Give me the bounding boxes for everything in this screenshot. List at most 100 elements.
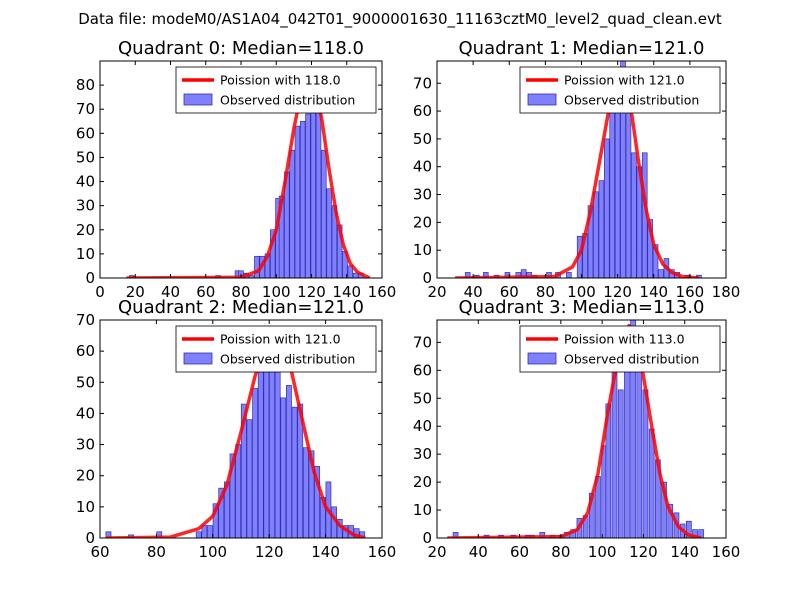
panel-quadrant-0: 0 20 40 60 80 100 120 140 160 0 10 20 30 40 50 60 70 80 Qu…	[76, 38, 396, 301]
y-tick-label: 70	[76, 311, 95, 329]
y-tick-label: 0	[85, 529, 95, 547]
panel-title: Quadrant 1: Median=121.0	[459, 38, 705, 59]
x-tick-label: 160	[712, 543, 741, 561]
x-tick-label: 140	[311, 543, 340, 561]
x-tick-label: 120	[629, 543, 658, 561]
y-tick-label: 20	[76, 467, 95, 485]
x-tick-label: 60	[500, 283, 519, 301]
histogram-bar	[630, 320, 636, 538]
x-tick-label: 160	[676, 283, 705, 301]
legend: Poission with 118.0 Observed distribution	[175, 66, 377, 114]
x-tick-label: 40	[161, 283, 180, 301]
y-tick-label: 70	[413, 333, 432, 351]
x-tick-label: 140	[639, 283, 668, 301]
x-tick-label: 160	[368, 283, 397, 301]
y-tick-label: 80	[76, 76, 95, 94]
panel-title: Quadrant 0: Median=118.0	[118, 38, 364, 59]
histogram-bar	[658, 269, 664, 278]
histogram-bar	[291, 406, 298, 538]
legend-bar-swatch	[527, 352, 557, 365]
x-tick-label: 120	[603, 283, 632, 301]
histogram-bar	[617, 389, 624, 538]
y-tick-label: 20	[76, 221, 95, 239]
histogram-bar	[566, 272, 572, 278]
x-tick-label: 180	[712, 283, 741, 301]
x-tick-label: 120	[297, 283, 326, 301]
y-tick-label: 50	[413, 130, 432, 148]
legend: Poission with 121.0 Observed distribution	[175, 325, 377, 373]
histogram-bar	[280, 397, 287, 538]
y-tick-label: 0	[422, 529, 432, 547]
y-tick-label: 50	[413, 389, 432, 407]
histogram-bar	[603, 138, 610, 278]
x-tick-label: 20	[427, 543, 446, 561]
x-tick-label: 140	[670, 543, 699, 561]
y-tick-label: 30	[76, 436, 95, 454]
y-tick-label: 40	[413, 158, 432, 176]
x-tick-label: 60	[90, 543, 109, 561]
histogram-bar	[326, 188, 332, 278]
x-tick-label: 160	[368, 543, 397, 561]
legend-bar-swatch	[527, 93, 557, 106]
y-tick-label: 10	[413, 241, 432, 259]
histogram-bar	[593, 191, 599, 278]
x-tick-label: 140	[332, 283, 361, 301]
y-tick-label: 10	[76, 498, 95, 516]
y-tick-label: 50	[76, 148, 95, 166]
y-tick-label: 40	[76, 404, 95, 422]
y-tick-label: 10	[76, 245, 95, 263]
legend-label-observed: Observed distribution	[220, 93, 355, 108]
histogram-bar	[667, 504, 674, 538]
legend-bar-swatch	[183, 93, 213, 106]
legend-label-observed: Observed distribution	[564, 93, 699, 108]
histogram-bar	[246, 419, 253, 538]
x-tick-label: 60	[196, 283, 215, 301]
histogram-bar	[289, 149, 295, 278]
y-tick-label: 60	[76, 124, 95, 142]
legend-label-observed: Observed distribution	[220, 352, 355, 367]
histogram-bar	[207, 525, 213, 538]
histogram-bar	[248, 275, 255, 278]
x-tick-label: 120	[255, 543, 284, 561]
y-tick-label: 40	[413, 417, 432, 435]
legend: Poission with 113.0 Observed distribution	[519, 325, 721, 373]
histogram-bar	[240, 403, 247, 538]
histogram-bar	[321, 149, 327, 278]
x-tick-label: 20	[126, 283, 145, 301]
x-tick-label: 100	[198, 543, 227, 561]
histogram-bar	[620, 61, 626, 278]
y-tick-label: 0	[85, 269, 95, 287]
histogram-bar	[315, 101, 322, 278]
histogram-bar	[235, 444, 242, 538]
panel-title: Quadrant 3: Median=113.0	[459, 297, 705, 318]
x-tick-label: 80	[147, 543, 166, 561]
histogram-bar	[286, 385, 292, 538]
histogram-bar	[609, 85, 615, 278]
histogram-bar	[299, 120, 306, 278]
y-tick-label: 0	[422, 269, 432, 287]
histogram-bar	[195, 531, 202, 538]
histogram-bar	[254, 255, 260, 278]
axes-frame	[436, 319, 727, 539]
panel-quadrant-2: 60 80 100 120 140 160 0 10 20 30 40 50 60 70 Quadrant …	[76, 297, 396, 561]
histogram-bar	[212, 503, 219, 538]
histogram-bar	[636, 350, 643, 538]
histogram-bar	[625, 105, 632, 278]
legend-label-poisson: Poission with 121.0	[220, 332, 341, 347]
histogram-bar	[598, 180, 605, 278]
y-tick-label: 40	[76, 173, 95, 191]
histogram-bar	[257, 366, 264, 538]
histogram-bars	[105, 325, 366, 538]
x-tick-label: 60	[510, 543, 529, 561]
y-tick-label: 60	[413, 361, 432, 379]
legend-label-poisson: Poission with 121.0	[564, 73, 685, 88]
y-tick-label: 60	[413, 102, 432, 120]
legend-label-observed: Observed distribution	[564, 352, 699, 367]
figure-suptitle: Data file: modeM0/AS1A04_042T01_90000016…	[78, 10, 722, 29]
legend: Poission with 121.0 Observed distribution	[519, 66, 721, 114]
panel-quadrant-3: 20 40 60 80 100 120 140 160 0 10 20 30 40 50 60 70 Quadr…	[413, 297, 740, 561]
x-tick-label: 40	[469, 543, 488, 561]
x-tick-label: 100	[567, 283, 596, 301]
y-tick-label: 70	[76, 100, 95, 118]
x-tick-label: 80	[231, 283, 250, 301]
